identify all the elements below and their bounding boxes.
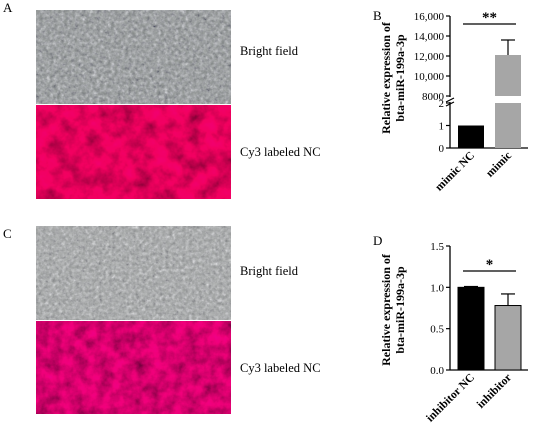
panel-c-caption-cy3: Cy3 labeled NC <box>240 361 321 375</box>
y-axis-label-line-2: bta-miR-199a-3p <box>393 266 407 354</box>
y-tick-label: 0 <box>439 143 445 155</box>
axis-break-mark <box>445 97 455 103</box>
x-tick-label: mimic <box>484 150 514 180</box>
y-tick-label: 1 <box>439 121 445 133</box>
panel-a-cy3-image <box>36 105 231 199</box>
x-tick-label: inhibitor NC <box>424 372 477 425</box>
panel-c-bright-field-image <box>36 226 231 320</box>
cy3-texture-a <box>36 105 231 199</box>
y-tick-label: 0.0 <box>430 365 444 377</box>
y-axis-label-line-2: bta-miR-199a-3p <box>393 34 407 122</box>
y-tick-label: 1.0 <box>430 282 444 294</box>
panel-c-cy3-image <box>36 321 231 414</box>
x-tick-label: mimic NC <box>433 150 477 194</box>
bar-mimic <box>495 55 521 96</box>
y-tick-label: 0.5 <box>430 324 444 336</box>
panel-letter-d: D <box>373 233 383 248</box>
bright-field-texture-a <box>36 10 231 104</box>
panel-c-caption-bright-field: Bright field <box>240 264 298 278</box>
y-tick-label: 12,000 <box>414 51 445 63</box>
y-axis-label-line-1: Relative expression of <box>379 253 393 366</box>
y-axis-label-line-1: Relative expression of <box>379 21 393 134</box>
significance-label: ** <box>482 10 497 26</box>
y-tick-label: 1.5 <box>430 241 444 253</box>
y-tick-label: 16,000 <box>414 11 445 23</box>
panel-a-caption-cy3: Cy3 labeled NC <box>240 145 321 159</box>
y-tick-label: 8000 <box>422 91 445 103</box>
panel-a-bright-field-image <box>36 10 231 104</box>
y-tick-label: 2 <box>439 98 445 110</box>
panel-letter-b: B <box>373 8 382 23</box>
axis-break-mark <box>445 101 455 107</box>
bar-mimic-lower <box>495 103 521 148</box>
panel-letter-a: A <box>3 0 13 15</box>
y-tick-label: 10,000 <box>414 71 445 83</box>
y-tick-label: 14,000 <box>414 31 445 43</box>
cy3-texture-c <box>36 321 231 414</box>
bar-mimic-nc <box>458 125 484 148</box>
x-tick-label: inhibitor <box>475 372 514 411</box>
bright-field-texture-c <box>36 226 231 320</box>
significance-label: * <box>486 257 494 273</box>
panel-a-caption-bright-field: Bright field <box>240 44 298 58</box>
bar-inhibitor <box>494 305 522 371</box>
bar-inhibitor-nc <box>457 286 485 371</box>
panel-letter-c: C <box>3 226 12 241</box>
